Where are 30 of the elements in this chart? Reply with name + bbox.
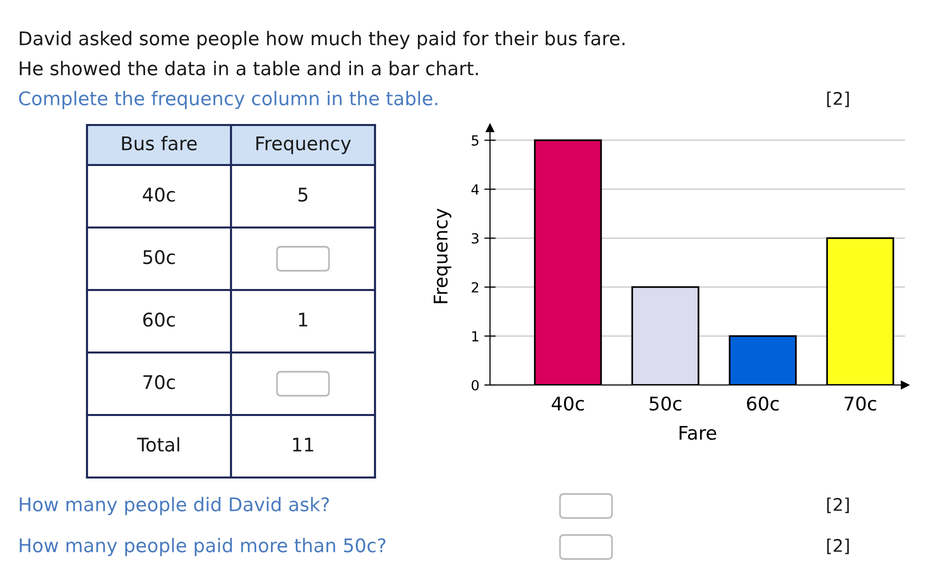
text: [2] bbox=[827, 498, 849, 514]
text: How many people paid more than 50c? bbox=[20, 538, 386, 556]
x-tick-label: 60c bbox=[746, 396, 779, 411]
category-label: 50c bbox=[143, 250, 175, 264]
text: [2] bbox=[827, 92, 849, 108]
text: Bus fare bbox=[122, 136, 197, 150]
text: How many people did David ask? bbox=[20, 496, 329, 516]
y-axis-title: Frequency bbox=[434, 208, 452, 304]
x-axis-title: Fare bbox=[680, 426, 716, 440]
category-label: 40c bbox=[142, 188, 175, 202]
category-label: 70c bbox=[143, 375, 175, 390]
text: [2] bbox=[827, 538, 849, 554]
y-tick-label: 0 bbox=[472, 380, 479, 390]
text: 11 bbox=[293, 438, 314, 452]
x-tick-label: 40c bbox=[552, 396, 584, 411]
text: 1 bbox=[299, 312, 308, 326]
category-label: 60c bbox=[143, 312, 175, 327]
text: David asked some people how much they paid for their bus fare. bbox=[20, 30, 624, 50]
y-tick-label: 4 bbox=[471, 184, 479, 194]
y-tick-label: 3 bbox=[472, 233, 478, 244]
text: Frequency bbox=[256, 136, 351, 154]
x-tick-label: 50c bbox=[650, 396, 682, 411]
text: Total bbox=[137, 437, 180, 452]
y-tick-label: 1 bbox=[472, 331, 478, 342]
text: 5 bbox=[298, 188, 308, 202]
text: He showed the data in a table and in a bar chart. bbox=[20, 60, 478, 76]
x-tick-label: 70c bbox=[844, 396, 876, 411]
text: Complete the frequency column in the table. bbox=[19, 90, 438, 110]
y-tick-label: 2 bbox=[472, 282, 478, 292]
y-tick-label: 5 bbox=[472, 135, 478, 146]
